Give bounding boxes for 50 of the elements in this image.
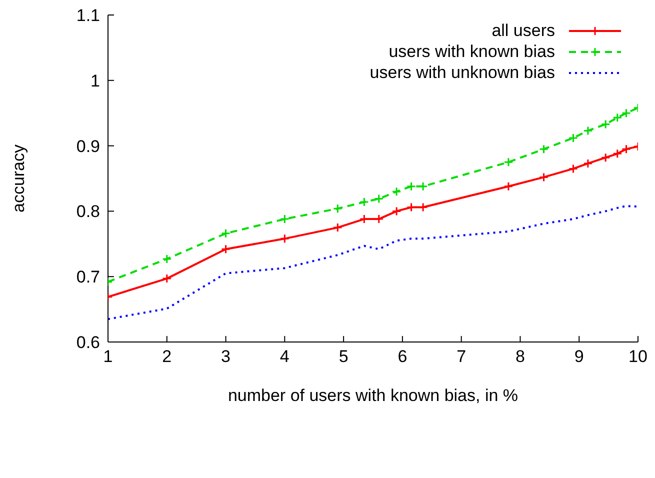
x-tick-label: 9: [574, 347, 584, 366]
point: [612, 148, 622, 158]
x-tick-label: 5: [338, 347, 348, 366]
legend-label: users with unknown bias: [370, 62, 555, 83]
y-tick-label: 0.8: [76, 202, 100, 222]
point: [621, 144, 631, 154]
y-axis-title: accuracy: [9, 144, 28, 213]
point: [583, 158, 593, 168]
point: [600, 119, 610, 129]
x-tick-label: 7: [456, 347, 466, 366]
x-tick-label: 4: [280, 347, 290, 366]
point: [332, 222, 342, 232]
point: [418, 182, 428, 192]
point: [280, 234, 290, 244]
y-tick-label: 1.1: [76, 6, 100, 26]
point: [621, 108, 631, 118]
point: [359, 197, 369, 207]
legend-label: users with known bias: [388, 41, 555, 62]
point: [392, 206, 402, 216]
x-tick-label: 10: [628, 347, 648, 366]
y-tick-label: 1: [90, 71, 100, 90]
point: [568, 133, 578, 143]
point: [280, 214, 290, 224]
point: [162, 254, 172, 264]
point: [539, 144, 549, 154]
point: [221, 228, 231, 238]
y-tick-label: 0.7: [76, 268, 100, 287]
point: [374, 194, 384, 204]
point: [221, 244, 231, 254]
point: [504, 182, 514, 192]
point: [539, 172, 549, 182]
point: [612, 112, 622, 122]
x-tick-label: 1: [103, 347, 113, 366]
line-series: [108, 204, 638, 320]
x-axis-title: number of users with known bias, in %: [228, 386, 518, 405]
point: [568, 164, 578, 174]
point: [162, 274, 172, 284]
x-tick-label: 3: [221, 347, 231, 366]
point: [332, 204, 342, 214]
point: [392, 186, 402, 196]
point: [406, 182, 416, 192]
x-tick-label: 8: [515, 347, 525, 366]
x-tick-label: 2: [162, 347, 172, 366]
y-tick-label: 0.9: [76, 136, 100, 156]
point: [583, 126, 593, 136]
point: [600, 152, 610, 162]
x-tick-label: 6: [398, 347, 408, 366]
point: [504, 157, 514, 167]
y-tick-label: 0.6: [76, 333, 100, 352]
legend-label: all users: [492, 20, 555, 41]
